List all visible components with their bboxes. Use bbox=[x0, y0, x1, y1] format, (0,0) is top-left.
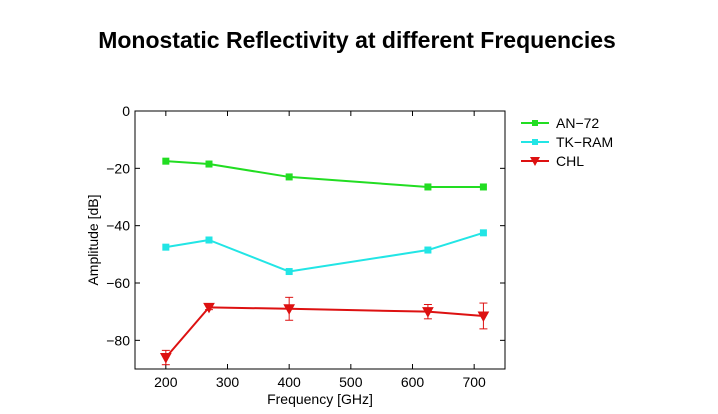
data-point-chl bbox=[203, 302, 215, 314]
legend-marker-chl bbox=[530, 157, 540, 166]
chart-title: Monostatic Reflectivity at different Fre… bbox=[98, 27, 616, 53]
data-point-tk-ram bbox=[162, 243, 170, 251]
y-tick-label: −20 bbox=[106, 160, 130, 176]
x-tick-label: 200 bbox=[154, 374, 178, 390]
data-point-chl bbox=[283, 304, 296, 315]
data-point-chl bbox=[159, 353, 172, 364]
series-line-tk-ram bbox=[165, 231, 484, 273]
data-point-an-72 bbox=[424, 183, 432, 191]
x-tick-label: 500 bbox=[339, 374, 363, 390]
y-tick-label: −60 bbox=[106, 275, 130, 291]
data-point-tk-ram bbox=[205, 236, 213, 244]
y-axis-label: Amplitude [dB] bbox=[85, 194, 101, 285]
y-tick-label: −40 bbox=[106, 218, 130, 234]
legend-marker-tk-ram bbox=[532, 139, 538, 145]
x-tick-label: 300 bbox=[216, 374, 240, 390]
data-point-an-72 bbox=[285, 173, 293, 181]
data-point-tk-ram bbox=[424, 246, 432, 254]
legend: AN−72 TK−RAM CHL bbox=[521, 115, 613, 169]
x-tick-label: 400 bbox=[277, 374, 301, 390]
legend-label-chl: CHL bbox=[556, 153, 584, 169]
data-point-tk-ram bbox=[285, 268, 293, 276]
y-tick-label: 0 bbox=[122, 103, 130, 119]
legend-marker-an-72 bbox=[532, 120, 538, 126]
axes-frame bbox=[134, 110, 506, 370]
data-point-chl bbox=[477, 311, 490, 322]
data-point-an-72 bbox=[205, 160, 213, 168]
y-tick-label: −80 bbox=[106, 332, 130, 348]
data-point-an-72 bbox=[162, 157, 170, 165]
data-point-chl bbox=[422, 307, 434, 318]
series-line-chl bbox=[165, 306, 484, 359]
plot-area: 200 300 400 500 600 700 0 −20 −40 −60 −80 bbox=[106, 103, 506, 390]
x-axis-label: Frequency [GHz] bbox=[267, 391, 373, 407]
x-tick-label: 700 bbox=[462, 374, 486, 390]
legend-label-an-72: AN−72 bbox=[556, 115, 599, 131]
data-point-tk-ram bbox=[479, 229, 487, 237]
series-line-an-72 bbox=[165, 160, 484, 188]
data-point-an-72 bbox=[479, 183, 487, 191]
x-tick-label: 600 bbox=[401, 374, 425, 390]
legend-label-tk-ram: TK−RAM bbox=[556, 134, 613, 150]
